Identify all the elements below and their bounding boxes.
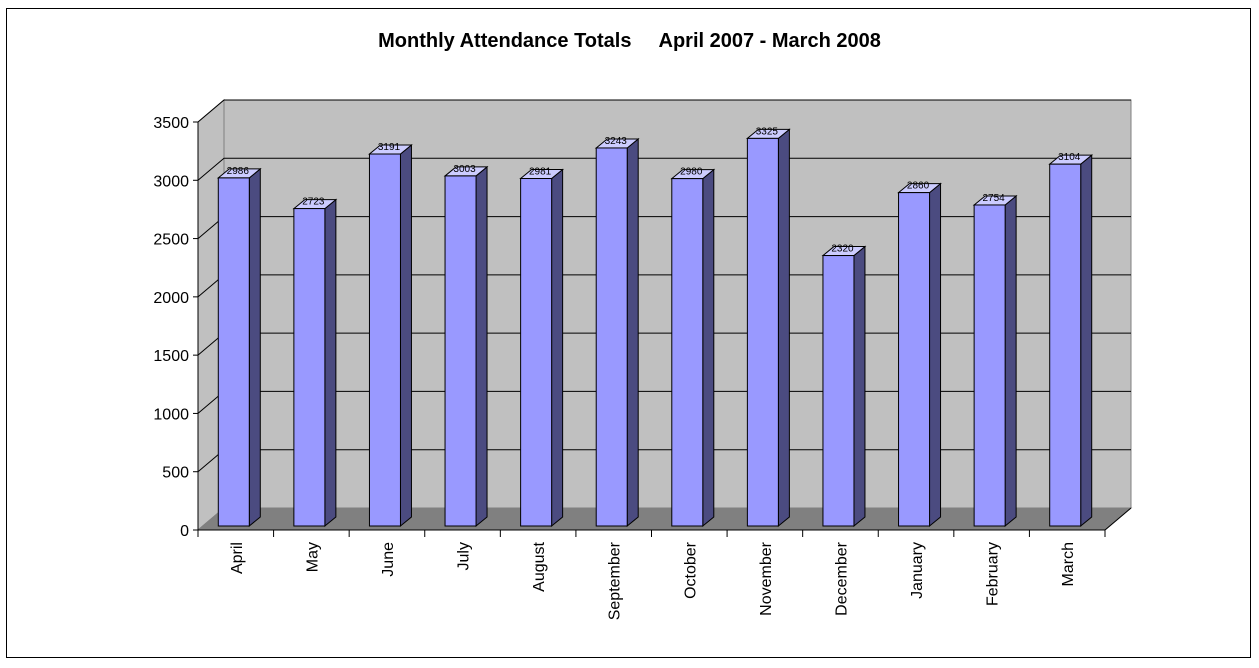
x-tick-label: September [607,541,624,620]
data-label: 2980 [680,167,703,178]
x-tick-label: February [985,542,1002,606]
x-tick-label: March [1060,542,1077,586]
bar [898,192,931,527]
y-tick-label: 2000 [153,290,189,307]
bar-side [551,168,564,528]
x-tick-label: July [456,542,473,570]
bar [595,147,628,527]
x-tick-label: October [682,541,699,599]
y-tick-label: 2500 [153,232,189,249]
data-label: 2860 [907,181,930,192]
bar-side [626,137,639,528]
data-label: 3104 [1058,152,1081,163]
floor-edge [1104,507,1132,531]
bar [520,178,553,527]
y-tick-label: 1500 [153,348,189,365]
chart-title: Monthly Attendance Totals April 2007 - M… [378,30,881,52]
x-tick-label: August [531,541,548,591]
axes [193,121,1132,537]
data-label: 3243 [605,136,628,147]
y-tick-label: 500 [162,465,189,482]
y-tick-label: 1000 [153,406,189,423]
data-label: 2754 [983,193,1006,204]
bar [671,178,704,527]
bar-side [777,128,790,528]
data-label: 3325 [756,126,779,137]
bar [822,255,855,527]
bar [973,204,1006,527]
gridline [197,99,1131,123]
bar [1049,163,1082,527]
x-tick-label: June [380,542,397,577]
x-tick-label: December [833,541,850,615]
y-tick-label: 3000 [153,173,189,190]
data-label: 3003 [453,164,476,175]
bar [368,153,401,527]
y-tick-label: 0 [180,523,189,540]
bar-side [399,143,412,528]
x-tick-label: January [909,542,926,599]
bar-side [324,198,337,528]
bar-side [1080,154,1093,528]
bar [444,175,477,527]
bar-side [1004,194,1017,528]
bar-side [475,165,488,528]
bar-side [702,168,715,528]
data-label: 2981 [529,167,552,178]
bar-side [929,182,942,528]
data-label: 2986 [227,166,250,177]
y-tick-label: 3500 [153,115,189,132]
x-tick-label: April [229,542,246,574]
bar-side [248,167,261,528]
bar [217,177,250,527]
bar [746,137,779,527]
bar-side [853,245,866,528]
labels: 0 500 1000 1500 2000 2500 3000 3500 2986 April 272… [153,115,1080,620]
data-label: 2320 [831,244,854,255]
x-tick-label: May [304,542,321,572]
data-label: 3191 [378,142,401,153]
gridline [197,157,1131,181]
data-label: 2723 [302,197,325,208]
x-tick-label: November [758,541,775,615]
bars [216,128,1094,528]
bar [293,208,326,527]
